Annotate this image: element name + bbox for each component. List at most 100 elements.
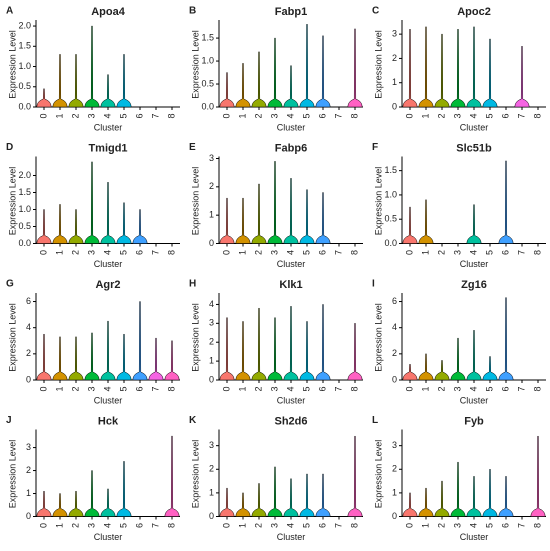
x-tick-label: 5 xyxy=(484,250,494,255)
x-tick-label: 7 xyxy=(516,113,526,118)
y-tick-label: 2 xyxy=(392,348,397,358)
x-tick-label: 1 xyxy=(237,386,247,391)
panel-title: Fabp1 xyxy=(275,6,307,18)
x-tick-label: 3 xyxy=(86,250,96,255)
x-tick-label: 6 xyxy=(134,386,144,391)
violin xyxy=(283,306,299,381)
x-axis-label: Cluster xyxy=(277,259,306,269)
x-tick-label: 6 xyxy=(317,250,327,255)
x-tick-label: 7 xyxy=(516,386,526,391)
violin xyxy=(315,192,331,244)
panel-letter: L xyxy=(372,415,378,426)
violin xyxy=(450,29,466,108)
x-tick-label: 4 xyxy=(468,250,478,255)
x-axis-label: Cluster xyxy=(277,532,306,542)
x-tick-label: 4 xyxy=(468,386,478,391)
violin xyxy=(466,476,482,517)
violin xyxy=(498,476,514,517)
y-tick-label: 4 xyxy=(209,299,214,309)
y-tick-label: 0.5 xyxy=(18,81,31,91)
violin xyxy=(283,178,299,244)
x-tick-label: 1 xyxy=(237,250,247,255)
violin xyxy=(68,336,84,381)
violin xyxy=(530,435,546,517)
violin xyxy=(36,333,52,381)
violin xyxy=(251,183,267,244)
x-tick-label: 4 xyxy=(468,523,478,528)
x-tick-label: 7 xyxy=(150,386,160,391)
x-tick-label: 7 xyxy=(516,250,526,255)
x-tick-label: 2 xyxy=(253,523,263,528)
x-tick-label: 0 xyxy=(221,386,231,391)
x-tick-label: 4 xyxy=(102,250,112,255)
panel-letter: E xyxy=(189,142,196,153)
x-tick-label: 5 xyxy=(301,113,311,118)
x-tick-label: 3 xyxy=(269,250,279,255)
x-tick-label: 2 xyxy=(253,113,263,118)
panel-letter: C xyxy=(372,6,379,17)
x-tick-label: 5 xyxy=(118,250,128,255)
x-tick-label: 3 xyxy=(269,113,279,118)
x-tick-label: 2 xyxy=(70,250,80,255)
violin xyxy=(482,469,498,517)
violin xyxy=(36,209,52,244)
violin xyxy=(116,202,132,244)
x-tick-label: 4 xyxy=(285,386,295,391)
panel-letter: D xyxy=(6,142,13,153)
panel-title: Zg16 xyxy=(461,279,487,291)
x-tick-label: 6 xyxy=(500,523,510,528)
x-tick-label: 8 xyxy=(166,113,176,118)
y-axis-label: Expression Level xyxy=(190,167,200,236)
x-tick-label: 7 xyxy=(150,523,160,528)
violin xyxy=(267,317,283,381)
violin xyxy=(267,161,283,244)
x-tick-label: 5 xyxy=(484,386,494,391)
x-tick-label: 1 xyxy=(420,523,430,528)
violin xyxy=(315,473,331,517)
violin xyxy=(164,340,180,381)
x-tick-label: 4 xyxy=(285,523,295,528)
panel-letter: B xyxy=(189,6,196,17)
panel-title: Sh2d6 xyxy=(274,415,307,427)
y-tick-label: 1.0 xyxy=(201,55,214,65)
y-axis-label: Expression Level xyxy=(373,167,383,236)
y-axis-label: Expression Level xyxy=(373,303,383,372)
x-tick-label: 1 xyxy=(54,113,64,118)
violin xyxy=(148,337,164,381)
y-tick-label: 6 xyxy=(392,296,397,306)
y-tick-label: 0 xyxy=(209,511,214,521)
x-tick-label: 2 xyxy=(70,113,80,118)
violin xyxy=(514,46,530,108)
panel-title: Apoa4 xyxy=(91,6,126,18)
x-tick-label: 7 xyxy=(516,523,526,528)
violin xyxy=(283,478,299,517)
panel-title: Klk1 xyxy=(279,279,302,291)
x-tick-label: 5 xyxy=(484,113,494,118)
violin xyxy=(466,330,482,381)
x-tick-label: 6 xyxy=(134,113,144,118)
x-tick-label: 4 xyxy=(468,113,478,118)
x-tick-label: 2 xyxy=(436,113,446,118)
y-axis-label: Expression Level xyxy=(7,30,17,99)
violin xyxy=(299,473,315,517)
violin xyxy=(36,88,52,108)
y-tick-label: 3 xyxy=(209,318,214,328)
x-axis-label: Cluster xyxy=(94,259,123,269)
violin xyxy=(235,197,251,244)
violin xyxy=(132,301,148,381)
x-tick-label: 6 xyxy=(317,386,327,391)
x-tick-label: 7 xyxy=(150,113,160,118)
violin xyxy=(466,204,482,244)
panel-letter: J xyxy=(6,415,12,426)
y-tick-label: 0 xyxy=(26,374,31,384)
y-tick-label: 1.0 xyxy=(18,204,31,214)
x-tick-label: 6 xyxy=(500,250,510,255)
x-axis-label: Cluster xyxy=(460,259,489,269)
violin xyxy=(251,483,267,517)
violin xyxy=(219,72,235,108)
violin xyxy=(52,204,68,244)
x-axis-label: Cluster xyxy=(277,122,306,132)
violin xyxy=(52,493,68,517)
violin xyxy=(482,38,498,108)
x-tick-label: 8 xyxy=(532,250,542,255)
